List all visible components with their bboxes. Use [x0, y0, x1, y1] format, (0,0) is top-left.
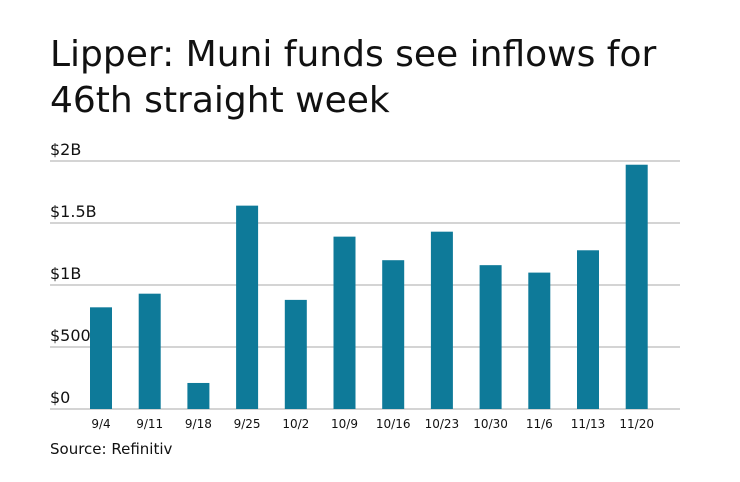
bar-10-16 [382, 260, 405, 409]
y-tick-label: $2B [50, 140, 81, 159]
x-axis-tick-labels: 9/4 9/11 9/18 9/25 10/2 10/9 10/16 10/23 10/30 11… [91, 417, 654, 431]
bar-9-11 [138, 293, 161, 409]
x-tick-label: 10/2 [282, 417, 309, 431]
bar-10-2 [284, 299, 307, 409]
x-tick-label: 9/11 [136, 417, 163, 431]
x-tick-label: 11/6 [526, 417, 553, 431]
bar-9-25 [236, 205, 259, 409]
x-tick-label: 9/4 [91, 417, 110, 431]
bar-11-20 [625, 164, 648, 409]
x-tick-label: 9/18 [185, 417, 212, 431]
x-tick-label: 10/16 [376, 417, 411, 431]
bars [90, 164, 648, 409]
y-tick-label: $0 [50, 388, 70, 407]
x-tick-label: 11/13 [571, 417, 606, 431]
x-tick-label: 10/9 [331, 417, 358, 431]
bar-11-6 [528, 272, 551, 409]
chart-title: Lipper: Muni funds see inflows for 46th … [50, 34, 657, 121]
bar-10-9 [333, 236, 356, 409]
bar-10-30 [479, 265, 502, 409]
bar-11-13 [577, 250, 599, 409]
bar-10-23 [430, 231, 453, 409]
x-tick-label: 10/30 [473, 417, 508, 431]
bar-9-18 [187, 382, 210, 409]
bar-9-4 [90, 307, 112, 409]
x-tick-label: 11/20 [619, 417, 654, 431]
y-tick-label: $1.5B [50, 202, 97, 221]
x-tick-label: 10/23 [425, 417, 460, 431]
source-note: Source: Refinitiv [50, 440, 173, 458]
y-tick-label: $1B [50, 264, 81, 283]
x-tick-label: 9/25 [234, 417, 261, 431]
